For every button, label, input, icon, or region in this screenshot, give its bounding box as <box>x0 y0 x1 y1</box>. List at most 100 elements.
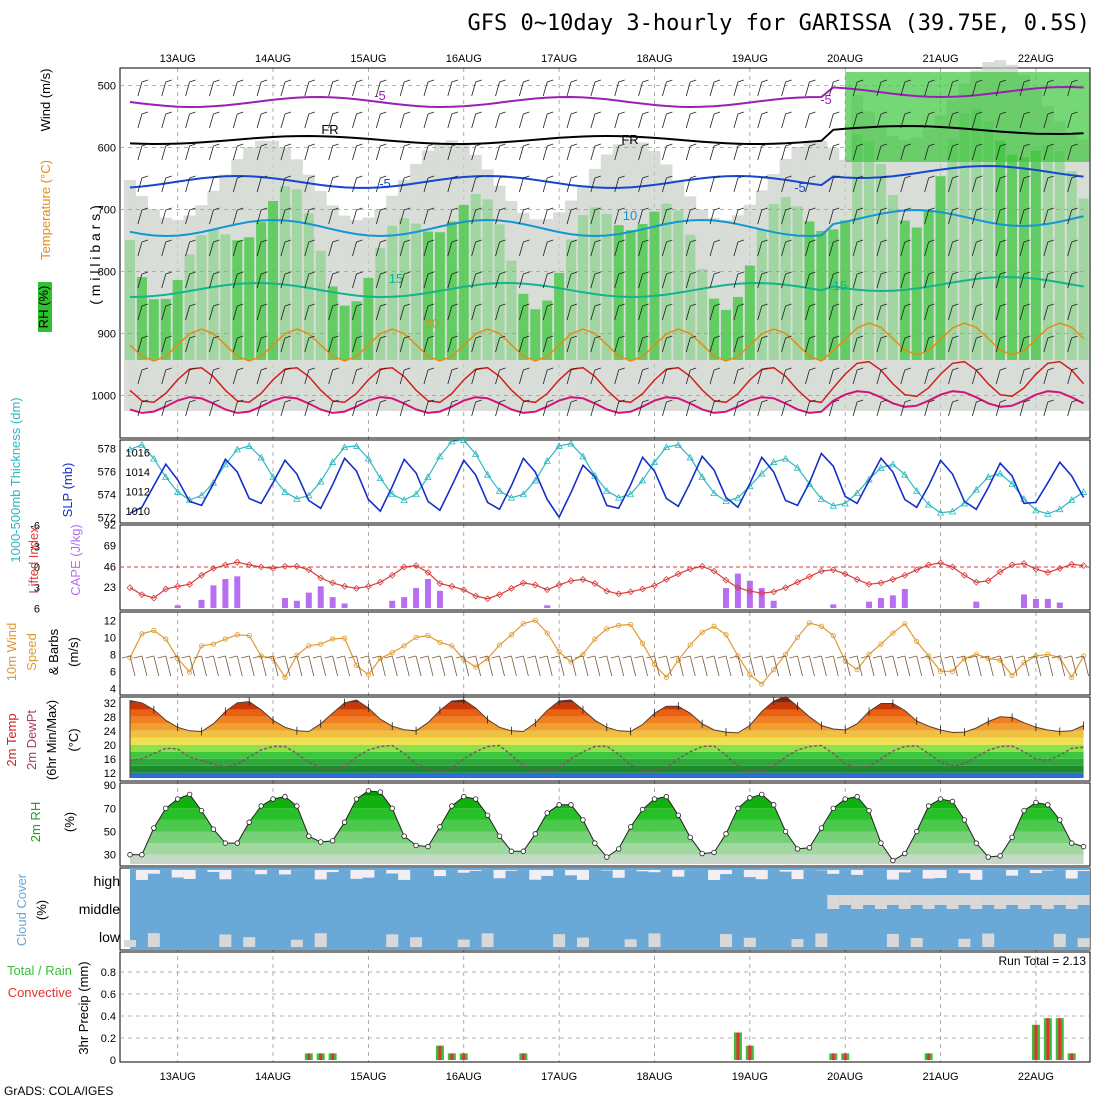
surface-wind-barb-flag <box>539 655 548 659</box>
rh-shade <box>1053 121 1066 412</box>
temp-tick: 12 <box>104 768 116 780</box>
wind-barb <box>137 145 143 161</box>
thickness-point <box>936 508 945 516</box>
lifted-index-point <box>531 581 539 589</box>
wind-barb-flag <box>880 143 888 147</box>
surface-wind-barb <box>534 655 541 677</box>
wind-barb-flag <box>237 143 244 147</box>
surface-wind-barb-flag <box>324 655 333 659</box>
panel-frame <box>119 67 1091 439</box>
surface-wind-barb <box>391 655 398 677</box>
wind-barb-flag <box>904 175 911 179</box>
rh-shade <box>923 210 934 360</box>
precip-convective-bar <box>831 1053 835 1060</box>
thickness-point <box>567 439 575 447</box>
wind-barb <box>375 241 381 257</box>
wind-barb-flag <box>761 111 768 115</box>
lifted-index-point <box>841 570 849 578</box>
wind-barb-flag <box>642 143 649 147</box>
slp-line <box>129 451 1085 519</box>
wind-speed-point <box>830 632 836 639</box>
wind-barb <box>447 273 453 289</box>
wind-barb <box>471 369 477 385</box>
wind-speed-point <box>187 669 193 675</box>
wind-barb-flag <box>737 143 745 147</box>
wind-barb-flag <box>1071 143 1078 147</box>
wind-barb <box>328 401 334 417</box>
wind-barb <box>805 177 810 193</box>
wind-barb <box>900 337 906 353</box>
wind-barb-flag <box>666 111 673 115</box>
rh-shade <box>339 305 350 360</box>
wind-barb-flag <box>332 271 339 275</box>
wind-barb-flag <box>785 335 792 339</box>
cloud-low-fill <box>553 934 566 947</box>
wind-barb <box>590 241 596 257</box>
rh-point <box>401 833 407 839</box>
cloud-high-gap <box>529 870 542 880</box>
surface-wind-barb-flag <box>491 655 500 659</box>
lifted-index-point <box>329 579 337 587</box>
surface-wind-barb <box>320 655 327 677</box>
cloud-middle-fill <box>1077 895 1090 905</box>
wind-barb-flag <box>880 271 888 275</box>
temp-contour-label: 15 <box>389 271 403 286</box>
wind-barb-flag <box>976 335 983 339</box>
cape-bar <box>770 600 777 608</box>
temp-contour-label: 10 <box>623 208 637 223</box>
wind-barb-flag <box>427 367 435 371</box>
slp-tick: 1010 <box>126 506 150 518</box>
surface-wind-barb <box>201 655 207 677</box>
surface-wind-barb <box>880 655 887 677</box>
wind-barb-flag <box>952 79 959 83</box>
wind-barb-flag <box>284 303 292 307</box>
wind-speed-point <box>926 653 932 659</box>
precip-convective-bar <box>1046 1018 1050 1060</box>
wind-barb <box>328 273 334 289</box>
rh-shade <box>207 190 220 411</box>
wind-barb <box>304 401 310 417</box>
wind-speed-point <box>604 626 610 632</box>
surface-wind-barb <box>975 655 982 677</box>
cape-bar <box>174 605 181 608</box>
rh-shade <box>183 215 196 411</box>
wind-barb <box>495 369 500 385</box>
rh-shade <box>756 229 767 360</box>
date-label-top: 19AUG <box>732 53 768 65</box>
wind-barb-flag <box>1047 175 1054 179</box>
rh-point <box>1033 799 1039 806</box>
wind-barb-flag <box>928 79 935 83</box>
wind-barb-flag <box>690 335 697 339</box>
wind-barb <box>876 305 882 321</box>
cloud-high-gap <box>314 870 327 880</box>
wind-barb <box>852 209 858 225</box>
cape-bar <box>425 579 431 608</box>
wind-barb-flag <box>404 335 411 339</box>
wind-barb-flag <box>427 79 435 83</box>
wind-barb <box>781 209 786 225</box>
lifted-index-point <box>937 559 944 567</box>
wind-barb <box>185 401 190 417</box>
wind-barb <box>995 113 1001 129</box>
wind-barb-flag <box>1023 239 1031 243</box>
cloud-units-axis-label: (%) <box>34 900 49 920</box>
wind-barb <box>280 177 286 193</box>
thickness-point <box>174 488 182 495</box>
wind-barb <box>542 241 548 257</box>
wind-speed-point <box>198 643 205 649</box>
wind-barb-flag <box>523 239 530 243</box>
surface-wind-barb <box>153 655 160 677</box>
wind-barb <box>399 241 405 257</box>
temp-band <box>130 730 1084 738</box>
surface-wind-barb <box>940 655 946 677</box>
wind-barb-flag <box>1071 399 1078 403</box>
wind-barb-flag <box>213 271 220 275</box>
wind-barb <box>662 337 667 353</box>
wind-barb-flag <box>356 367 363 371</box>
wind-speed-point <box>878 641 884 647</box>
wind-barb <box>328 241 334 257</box>
wind-barb-flag <box>570 143 578 147</box>
wind-speed-point <box>639 640 646 646</box>
temp-tick: 24 <box>104 726 116 738</box>
